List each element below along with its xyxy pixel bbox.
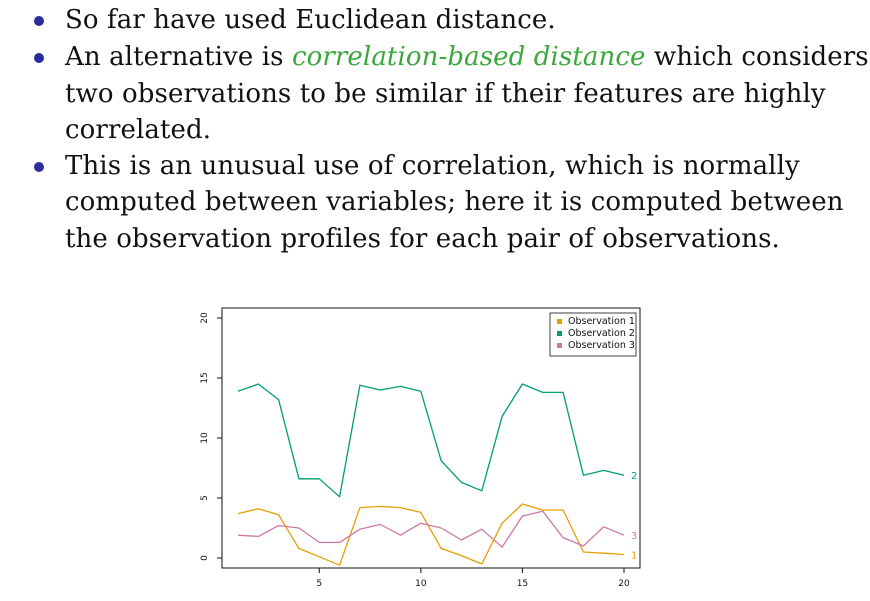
bullet-3-text-b: computed between variables; here it is c…: [65, 187, 844, 217]
x-axis: 5 10 15 20: [316, 568, 630, 589]
bullet-1-text: So far have used Euclidean distance.: [65, 5, 556, 35]
legend-label-observation-2: Observation 2: [568, 328, 635, 339]
bullet-2-line-2: two observations to be similar if their …: [65, 79, 826, 109]
bullet-1-line-1: So far have used Euclidean distance.: [65, 5, 556, 35]
series-end-label-1: 1: [631, 550, 637, 561]
bullet-3-line-2: computed between variables; here it is c…: [65, 187, 844, 217]
bullet-2-text-a: An alternative is: [65, 42, 292, 72]
series-end-label-2: 2: [631, 471, 637, 482]
x-tick-label-20: 20: [618, 579, 630, 589]
y-axis: 0 5 10 15 20: [200, 312, 222, 561]
legend-label-observation-1: Observation 1: [568, 316, 635, 327]
series-lines: [237, 383, 625, 566]
y-tick-label-20: 20: [200, 312, 210, 324]
bullet-2-line-3: correlated.: [65, 115, 211, 145]
bullet-2-line-1: An alternative is correlation-based dist…: [65, 42, 869, 72]
bullet-2-text-c: two observations to be similar if their …: [65, 79, 826, 109]
correlation-based-distance-term: correlation-based distance: [291, 42, 646, 72]
x-tick-label-5: 5: [316, 579, 322, 589]
y-tick-label-0: 0: [200, 555, 210, 561]
y-tick-label-5: 5: [200, 495, 210, 501]
bullet-dot-2: [34, 53, 44, 63]
x-tick-label-15: 15: [517, 579, 528, 589]
legend-swatch-observation-2: [557, 331, 562, 336]
bullet-3-line-3: the observation profiles for each pair o…: [65, 224, 780, 254]
series-end-label-3: 3: [631, 531, 637, 542]
legend-label-observation-3: Observation 3: [568, 340, 635, 351]
y-tick-label-10: 10: [200, 432, 210, 444]
series-line-observation-3: [237, 510, 625, 548]
x-tick-label-10: 10: [415, 579, 427, 589]
y-tick-label-15: 15: [200, 372, 210, 383]
legend-box: [549, 312, 637, 357]
bullet-dot-1: [34, 16, 44, 26]
bullet-3-text-a: This is an unusual use of correlation, w…: [65, 151, 800, 181]
bullet-3-line-1: This is an unusual use of correlation, w…: [65, 151, 800, 181]
bullet-dot-3: [34, 162, 44, 172]
bullet-3-text-c: the observation profiles for each pair o…: [65, 224, 780, 254]
legend-swatch-observation-1: [557, 319, 562, 324]
series-line-observation-2: [237, 383, 625, 498]
bullet-2-text-b: which considers: [645, 42, 869, 72]
series-line-observation-1: [237, 503, 625, 566]
series-end-labels: 1 2 3: [631, 471, 637, 561]
bullet-2-text-d: correlated.: [65, 115, 212, 145]
legend-swatch-observation-3: [557, 343, 562, 348]
